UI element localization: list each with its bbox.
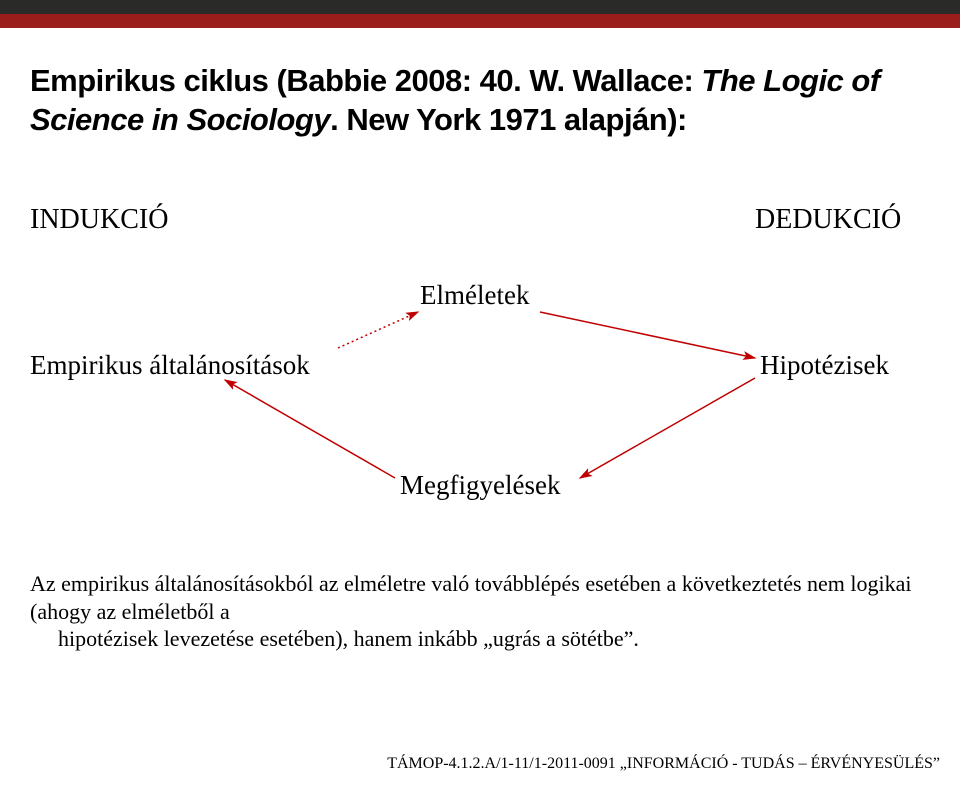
diagram-header-right: DEDUKCIÓ bbox=[755, 204, 901, 236]
diagram-node-bottom: Megfigyelések bbox=[400, 470, 560, 501]
title-part-3: . New York 1971 alapján): bbox=[330, 102, 687, 137]
top-bar-dark bbox=[0, 0, 960, 14]
top-bar-red bbox=[0, 14, 960, 28]
arrow-left-to-top bbox=[338, 312, 418, 348]
diagram-node-right: Hipotézisek bbox=[760, 350, 889, 381]
diagram-header-left: INDUKCIÓ bbox=[30, 204, 168, 236]
title-part-1: Empirikus ciklus (Babbie 2008: 40. W. Wa… bbox=[30, 63, 701, 98]
diagram-node-left: Empirikus általánosítások bbox=[30, 350, 310, 381]
slide-title: Empirikus ciklus (Babbie 2008: 40. W. Wa… bbox=[30, 62, 930, 140]
diagram-node-top: Elméletek bbox=[420, 280, 529, 311]
arrow-top-to-right bbox=[540, 312, 755, 358]
caption-line-1: Az empirikus általánosításokból az elmél… bbox=[30, 570, 930, 625]
diagram-caption: Az empirikus általánosításokból az elmél… bbox=[30, 570, 930, 653]
caption-line-2: hipotézisek levezetése esetében), hanem … bbox=[30, 625, 930, 653]
arrow-bottom-to-left bbox=[225, 380, 395, 478]
slide-footer: TÁMOP-4.1.2.A/1-11/1-2011-0091 „INFORMÁC… bbox=[387, 755, 940, 773]
arrow-right-to-bottom bbox=[580, 378, 755, 478]
